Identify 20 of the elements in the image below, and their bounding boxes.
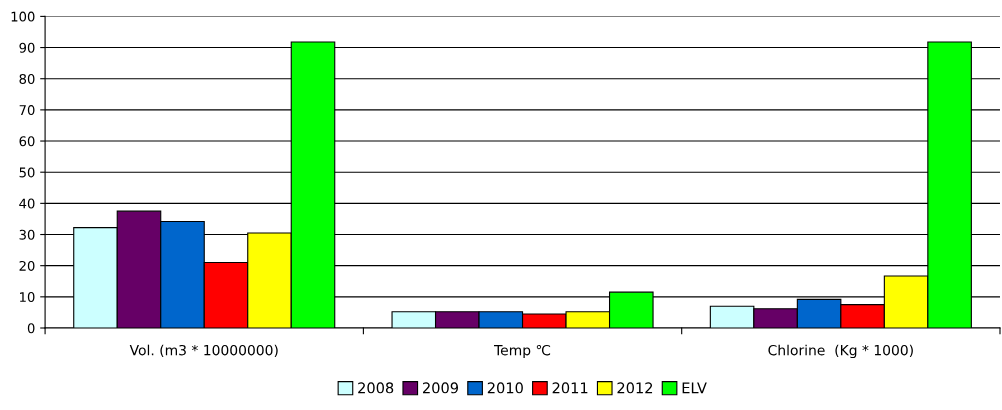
- y-tick-label: 80: [19, 73, 35, 84]
- legend-label: 2011: [552, 382, 588, 394]
- y-tick-label: 10: [20, 292, 35, 303]
- y-tick-label: 40: [19, 198, 35, 209]
- y-tick-label: 20: [19, 260, 35, 271]
- legend-label: 2009: [423, 382, 459, 394]
- y-tick-label: 0: [27, 323, 35, 334]
- legend-label: 2008: [358, 382, 394, 394]
- x-tick-label: Temp ℃: [493, 344, 551, 359]
- y-tick-label: 30: [19, 229, 35, 240]
- legend-label: ELV: [682, 382, 707, 394]
- x-tick-label: Vol. (m3 * 10000000): [129, 344, 278, 358]
- y-tick-label: 60: [19, 136, 35, 147]
- y-tick-label: 50: [19, 167, 35, 178]
- y-tick-label: 90: [19, 42, 35, 53]
- x-tick-label: Chlorine (Kg * 1000): [768, 344, 913, 359]
- y-tick-label: 70: [19, 105, 35, 116]
- legend-label: 2010: [487, 382, 523, 394]
- legend-label: 2012: [617, 382, 653, 394]
- y-tick-label: 100: [11, 11, 35, 22]
